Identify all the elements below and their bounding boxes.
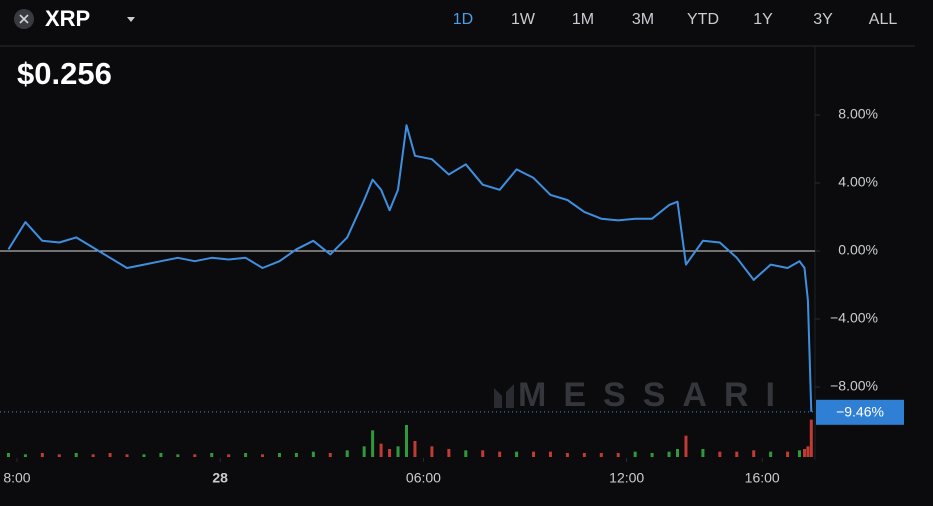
volume-bar: [616, 453, 620, 457]
range-button[interactable]: 1Y: [753, 11, 773, 28]
close-cross: [19, 14, 29, 24]
volume-bar: [210, 453, 214, 457]
volume-bar: [752, 450, 756, 457]
volume-bar: [667, 451, 671, 457]
volume-bar: [413, 441, 417, 457]
volume-bar: [159, 453, 163, 457]
range-button[interactable]: YTD: [687, 11, 719, 28]
y-tick-label: 8.00%: [838, 106, 878, 122]
volume-bar: [718, 451, 722, 457]
watermark: MESSARI: [518, 376, 792, 414]
volume-bar: [311, 451, 315, 457]
y-tick-label: −8.00%: [830, 378, 878, 394]
last-value-label: −9.46%: [836, 404, 884, 420]
volume-bar: [769, 451, 773, 457]
volume-bar: [806, 446, 810, 457]
volume-bar: [40, 453, 44, 457]
volume-bar: [481, 450, 485, 457]
volume-bar: [23, 454, 27, 457]
volume-bar: [6, 453, 10, 457]
volume-bar: [701, 449, 705, 457]
y-tick-label: 0.00%: [838, 242, 878, 258]
x-tick-label: 16:00: [745, 470, 780, 486]
watermark-logo: [494, 384, 514, 408]
x-tick-label: 28: [212, 470, 228, 486]
volume-bar: [125, 454, 129, 457]
range-button[interactable]: ALL: [869, 11, 898, 28]
volume-bar: [142, 454, 146, 457]
volume-bar: [345, 450, 349, 457]
volume-bar: [193, 454, 197, 457]
volume-bar: [396, 446, 400, 457]
volume-bar: [294, 453, 298, 457]
volume-bar: [735, 451, 739, 457]
x-tick-label: 06:00: [406, 470, 441, 486]
volume-bar: [244, 453, 248, 457]
volume-bar: [430, 446, 434, 457]
volume-bar: [74, 453, 78, 457]
volume-bar: [565, 453, 569, 457]
volume-bar: [227, 454, 231, 457]
volume-bar: [277, 453, 281, 457]
volume-bar: [786, 451, 790, 457]
range-button[interactable]: 3Y: [813, 11, 833, 28]
range-button[interactable]: 1D: [453, 11, 473, 28]
volume-bar: [532, 451, 536, 457]
volume-bar: [388, 449, 392, 457]
volume-bar: [379, 443, 383, 457]
close-button[interactable]: [14, 9, 34, 29]
volume-bar: [684, 435, 688, 457]
dropdown-arrow[interactable]: [127, 17, 135, 22]
volume-bar: [582, 453, 586, 457]
volume-bar: [548, 451, 552, 457]
volume-bar: [57, 454, 61, 457]
range-button[interactable]: 1W: [511, 11, 536, 28]
volume-bar: [797, 450, 801, 457]
x-tick-label: 8:00: [3, 470, 30, 486]
volume-bar: [809, 419, 813, 457]
volume-bar: [405, 425, 408, 457]
volume-bar: [464, 450, 468, 457]
y-tick-label: 4.00%: [838, 174, 878, 190]
volume-bar: [362, 446, 366, 457]
volume-bar: [328, 453, 332, 457]
volume-bar: [447, 449, 451, 457]
volume-bar: [261, 454, 265, 457]
volume-bar: [803, 449, 807, 457]
y-tick-label: −4.00%: [830, 310, 878, 326]
volume-bar: [91, 454, 95, 457]
volume-bar: [676, 449, 679, 457]
symbol[interactable]: XRP: [45, 6, 90, 31]
volume-bar: [176, 454, 180, 457]
range-button[interactable]: 1M: [572, 11, 594, 28]
volume-bar: [498, 451, 502, 457]
price: $0.256: [17, 56, 112, 91]
price-line: [7, 124, 813, 412]
x-tick-label: 12:00: [609, 470, 644, 486]
volume-bar: [515, 451, 519, 457]
volume-bar: [633, 451, 637, 457]
last-value-badge: [816, 399, 904, 425]
volume-bar: [371, 430, 375, 457]
volume-bar: [650, 453, 654, 457]
volume-bar: [599, 453, 603, 457]
range-button[interactable]: 3M: [632, 11, 654, 28]
volume-bar: [108, 453, 112, 457]
